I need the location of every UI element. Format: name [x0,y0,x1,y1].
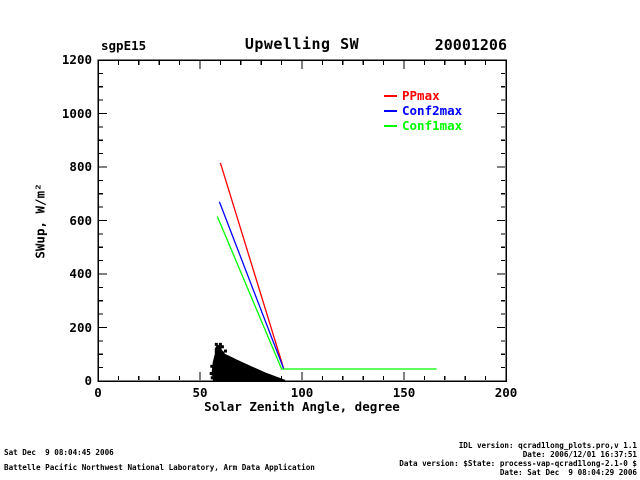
y-tick-label: 1000 [61,105,92,121]
y-tick-label: 0 [84,373,92,388]
scatter-point [220,345,224,349]
legend-item-conf2max: Conf2max [384,103,462,118]
scatter-point [214,342,218,346]
legend-label: PPmax [402,88,440,103]
site-label: sgpE15 [101,38,147,53]
plot-legend: PPmax Conf2max Conf1max [384,88,462,133]
legend-item-ppmax: PPmax [384,88,462,103]
ppmax-line [219,162,285,369]
footer-code-date: Date: 2006/12/01 16:37:51 [522,450,637,459]
x-tick-label: 50 [192,385,208,400]
legend-label: Conf1max [402,118,463,133]
legend-label: Conf2max [402,103,463,118]
x-tick-label: 200 [494,385,518,400]
scatter-point [218,342,222,346]
x-tick-label: 0 [94,385,102,400]
scatter-point [224,349,227,353]
y-tick-label: 200 [69,319,92,335]
conf1max-line-sample [384,124,397,127]
scatter-point [245,371,249,375]
scatter-point [210,364,214,368]
footer-timestamp: Sat Dec 9 08:04:45 2006 [4,448,114,457]
scatter-point [210,376,214,380]
conf1max-line [216,216,437,370]
scatter-point [222,378,226,382]
x-tick-label: 100 [290,385,314,400]
ppmax-line-sample [384,94,397,97]
y-tick-label: 400 [69,266,92,281]
y-tick-label: 600 [69,212,92,228]
date-label: 20001206 [434,36,507,54]
footer-institution: Battelle Pacific Northwest National Labo… [4,463,315,472]
footer-process-date: Date: Sat Dec 9 08:04:29 2006 [499,468,637,477]
x-tick-label: 150 [392,385,416,400]
scatter-cluster [211,344,286,382]
axis-box [97,59,507,382]
scatter-point [211,372,215,376]
x-axis-title: Solar Zenith Angle, degree [204,399,400,414]
legend-item-conf1max: Conf1max [384,118,462,133]
y-tick-label: 1200 [61,52,92,67]
scatter-point [209,372,213,376]
footer-data-version: Data version: $State: process-vap-qcrad1… [399,459,637,468]
conf2max-line-sample [384,109,397,112]
footer-idl-version: IDL version: qcrad1long_plots.pro,v 1.1 [458,441,637,450]
y-tick-label: 800 [69,159,92,174]
plot-title: Upwelling SW [244,35,360,53]
conf2max-line [218,201,285,369]
